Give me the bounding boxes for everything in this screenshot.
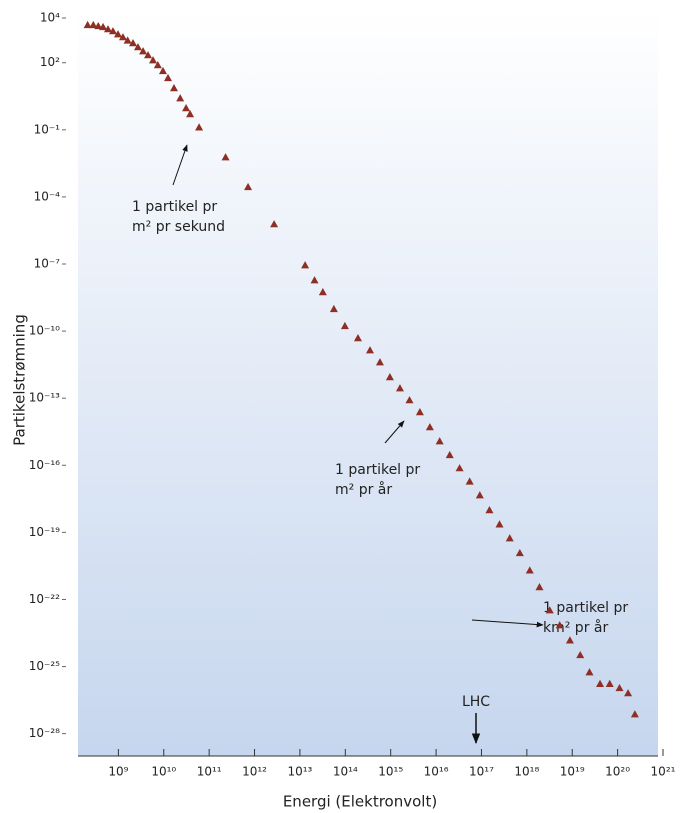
marker <box>576 650 585 659</box>
marker <box>144 51 153 59</box>
marker <box>270 220 279 228</box>
marker <box>435 437 444 445</box>
marker <box>385 373 394 381</box>
marker <box>535 583 544 591</box>
marker <box>108 27 117 35</box>
marker <box>555 621 564 629</box>
plot-background <box>78 8 658 756</box>
marker <box>186 109 195 118</box>
marker <box>465 477 474 485</box>
y-tick-label: 10⁻²⁵ <box>29 659 60 673</box>
x-tick-label: 10¹³ <box>287 765 312 779</box>
marker <box>415 408 424 416</box>
x-tick-label: 10²¹ <box>651 765 676 779</box>
marker <box>630 710 639 718</box>
y-tick-label: 10⁻²⁸ <box>29 726 60 740</box>
marker <box>301 261 310 269</box>
marker <box>169 84 178 92</box>
marker <box>366 346 374 354</box>
annotation: m² pr år <box>335 481 392 498</box>
marker <box>118 33 127 41</box>
annotation: LHC <box>462 694 490 710</box>
marker <box>113 30 122 38</box>
marker <box>624 689 633 697</box>
y-tick-label: 10⁻²² <box>29 592 60 606</box>
marker <box>83 20 92 29</box>
annotation: 1 partikel pr <box>543 600 628 616</box>
annotation: km² pr år <box>543 619 608 636</box>
x-tick-label: 10¹⁵ <box>378 765 403 779</box>
marker <box>123 36 132 44</box>
y-tick-label: 10⁴ <box>40 11 60 25</box>
y-tick-label: 10⁻⁴ <box>34 189 61 203</box>
marker <box>164 73 173 82</box>
marker <box>425 423 434 431</box>
marker <box>195 123 204 131</box>
marker <box>515 548 524 557</box>
annotation-arrow <box>384 420 405 444</box>
marker <box>329 304 338 313</box>
y-tick-label: 10⁻⁷ <box>34 257 61 271</box>
marker <box>176 94 185 102</box>
marker <box>153 61 162 69</box>
x-tick-label: 10⁹ <box>108 765 128 779</box>
y-tick-label: 10⁻¹ <box>34 122 61 136</box>
marker <box>525 566 534 574</box>
annotation: 1 partikel pr <box>335 462 420 478</box>
marker <box>605 679 614 687</box>
x-tick-label: 10¹⁹ <box>560 765 585 779</box>
marker <box>445 450 454 459</box>
marker <box>405 396 414 404</box>
marker <box>158 66 167 75</box>
marker <box>395 384 404 392</box>
marker <box>505 534 514 542</box>
x-tick-label: 10¹⁴ <box>333 765 358 779</box>
annotation-arrow <box>471 619 544 628</box>
x-tick-label: 10¹⁶ <box>424 765 449 779</box>
marker <box>375 358 384 366</box>
marker <box>353 334 362 342</box>
x-tick-label: 10²⁰ <box>605 765 630 779</box>
annotation: m² pr sekund <box>132 219 225 235</box>
marker <box>133 43 142 51</box>
x-tick-label: 10¹⁷ <box>469 765 494 779</box>
marker <box>310 276 319 284</box>
marker <box>455 464 464 472</box>
marker <box>485 506 494 514</box>
marker <box>94 21 103 30</box>
x-tick-label: 10¹⁸ <box>514 765 539 779</box>
marker <box>129 39 138 47</box>
y-tick-label: 10⁻¹⁹ <box>29 525 60 539</box>
marker <box>244 182 253 191</box>
marker <box>318 287 327 296</box>
marker <box>89 20 98 29</box>
marker <box>149 56 158 64</box>
x-tick-label: 10¹⁰ <box>151 765 176 779</box>
marker <box>565 636 574 644</box>
marker <box>99 22 108 31</box>
x-tick-label: 10¹² <box>242 765 267 779</box>
marker <box>221 153 230 161</box>
y-tick-label: 10² <box>40 55 60 69</box>
y-tick-label: 10⁻¹⁰ <box>29 324 60 338</box>
y-axis-label: Partikelstrømning <box>11 314 29 446</box>
y-tick-label: 10⁻¹³ <box>29 391 60 405</box>
marker <box>585 668 594 676</box>
marker <box>495 520 504 528</box>
marker <box>615 683 624 692</box>
x-axis-label: Energi (Elektronvolt) <box>283 793 437 811</box>
y-tick-label: 10⁻¹⁶ <box>29 458 60 472</box>
marker <box>182 104 191 112</box>
marker <box>545 606 554 614</box>
x-tick-label: 10¹¹ <box>197 765 222 779</box>
marker <box>340 321 349 330</box>
marker <box>103 25 112 33</box>
marker <box>475 491 484 499</box>
marker <box>139 47 148 55</box>
marker <box>596 679 605 687</box>
annotation: 1 partikel pr <box>132 199 217 215</box>
annotation-arrow <box>172 144 188 186</box>
